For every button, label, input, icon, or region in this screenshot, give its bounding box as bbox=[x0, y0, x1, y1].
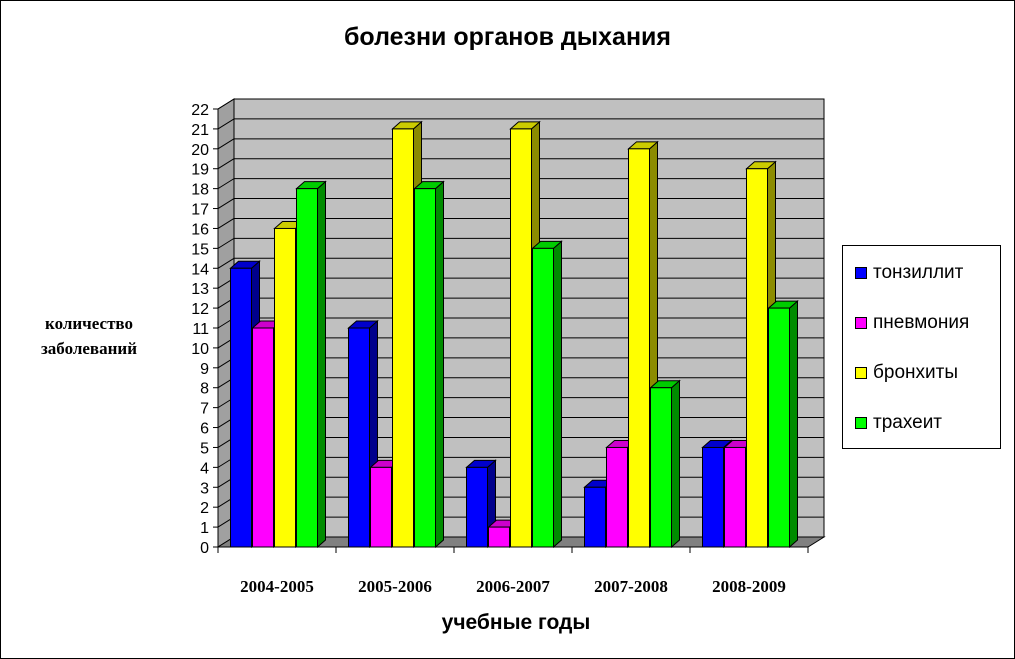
y-tick-label: 5 bbox=[200, 440, 209, 457]
bar bbox=[606, 446, 628, 548]
bar-side bbox=[789, 299, 798, 549]
gridline-side bbox=[217, 178, 235, 190]
y-tick-label: 12 bbox=[191, 301, 209, 318]
bar bbox=[392, 128, 414, 548]
y-tick-label: 0 bbox=[200, 540, 209, 557]
bar bbox=[532, 247, 554, 548]
x-tick-label: 2004-2005 bbox=[240, 577, 314, 596]
bar bbox=[650, 387, 672, 548]
bar bbox=[296, 188, 318, 548]
bar-side bbox=[317, 180, 326, 549]
bar bbox=[724, 446, 746, 548]
x-axis-label: учебные годы bbox=[441, 611, 591, 634]
y-tick-label: 11 bbox=[192, 321, 209, 338]
bar bbox=[274, 227, 296, 548]
gridline-side bbox=[217, 237, 235, 249]
y-axis-label-line-2: заболеваний bbox=[40, 339, 138, 358]
legend-swatch-tonsillitis bbox=[855, 267, 867, 279]
bar bbox=[768, 307, 790, 548]
y-tick-label: 2 bbox=[200, 500, 209, 517]
bar bbox=[252, 327, 274, 548]
y-tick-label: 9 bbox=[200, 361, 209, 378]
legend-label-tonsillitis: тонзиллит bbox=[873, 262, 964, 283]
y-tick-label: 13 bbox=[191, 281, 209, 298]
gridline-side bbox=[217, 257, 235, 269]
bar bbox=[702, 446, 724, 548]
x-tick-label: 2007-2008 bbox=[594, 577, 668, 596]
y-tick-label: 18 bbox=[191, 182, 209, 199]
legend-item-bronchitis: бронхиты bbox=[855, 358, 958, 388]
y-axis-label-line-1: количество bbox=[45, 314, 133, 333]
bar bbox=[370, 466, 392, 548]
y-tick-label: 3 bbox=[200, 480, 209, 497]
y-tick-label: 22 bbox=[191, 102, 209, 119]
y-tick-label: 14 bbox=[191, 261, 209, 278]
bar-side bbox=[435, 180, 444, 549]
legend-item-tonsillitis: тонзиллит bbox=[855, 258, 963, 288]
bar bbox=[466, 466, 488, 548]
y-tick-label: 17 bbox=[191, 202, 209, 219]
x-tick-label: 2005-2006 bbox=[358, 577, 432, 596]
gridline-side bbox=[217, 138, 235, 150]
legend: тонзиллит пневмония бронхиты трахеит bbox=[842, 245, 1001, 449]
gridline-side bbox=[217, 158, 235, 170]
y-tick-label: 4 bbox=[200, 460, 209, 477]
legend-label-bronchitis: бронхиты bbox=[873, 362, 958, 383]
legend-label-tracheitis: трахеит bbox=[873, 412, 943, 433]
y-tick-label: 20 bbox=[191, 142, 209, 159]
legend-swatch-tracheitis bbox=[855, 417, 867, 429]
bar bbox=[746, 168, 768, 548]
bar bbox=[584, 486, 606, 548]
bar bbox=[488, 526, 510, 548]
legend-swatch-bronchitis bbox=[855, 367, 867, 379]
legend-item-tracheitis: трахеит bbox=[855, 408, 942, 438]
gridline-side bbox=[217, 218, 235, 229]
bar bbox=[628, 148, 650, 548]
gridline-side bbox=[217, 198, 235, 209]
legend-swatch-pneumonia bbox=[855, 317, 867, 329]
x-tick-label: 2006-2007 bbox=[476, 577, 550, 596]
y-tick-label: 1 bbox=[200, 520, 209, 537]
y-tick-label: 19 bbox=[191, 162, 209, 179]
y-tick-label: 6 bbox=[200, 421, 209, 438]
bar bbox=[510, 128, 532, 548]
gridline-side bbox=[217, 118, 235, 130]
gridline-side bbox=[217, 98, 235, 110]
y-tick-label: 7 bbox=[200, 401, 209, 418]
chart-title: болезни органов дыхания bbox=[343, 23, 671, 51]
bar bbox=[348, 327, 370, 548]
y-tick-label: 21 bbox=[191, 122, 209, 139]
y-tick-label: 10 bbox=[191, 341, 209, 358]
y-tick-label: 15 bbox=[191, 241, 209, 258]
y-tick-label: 16 bbox=[191, 221, 209, 238]
y-tick-label: 8 bbox=[200, 381, 209, 398]
bar-side bbox=[671, 379, 680, 549]
x-tick-label: 2008-2009 bbox=[712, 577, 786, 596]
bar bbox=[230, 267, 252, 548]
y-axis-label: количество заболеваний bbox=[19, 311, 159, 361]
bar bbox=[414, 188, 436, 548]
legend-label-pneumonia: пневмония bbox=[873, 312, 970, 333]
legend-item-pneumonia: пневмония bbox=[855, 308, 969, 338]
bar-side bbox=[553, 240, 562, 549]
